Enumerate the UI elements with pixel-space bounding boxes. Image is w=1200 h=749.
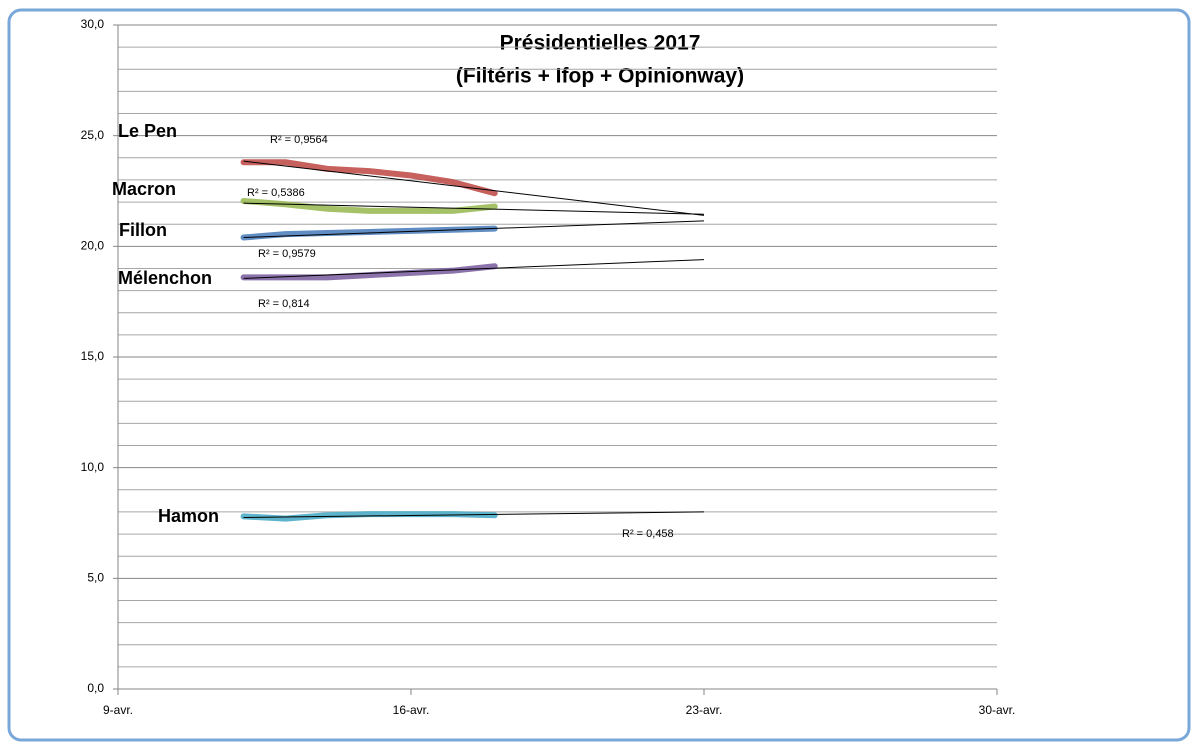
- x-tick-label: 23-avr.: [686, 703, 723, 717]
- y-tick-label: 15,0: [81, 349, 105, 363]
- r-squared-label: R² = 0,814: [258, 298, 310, 310]
- series-line: [240, 263, 498, 281]
- series-name: Fillon: [119, 220, 167, 240]
- series-name: Le Pen: [118, 121, 177, 141]
- r-squared-label: R² = 0,9564: [270, 134, 328, 146]
- trendline: [243, 511, 705, 518]
- chart-subtitle: (Filtéris + Ifop + Opinionway): [456, 65, 744, 88]
- chart-title: Présidentielles 2017: [500, 32, 701, 55]
- x-tick-label: 30-avr.: [979, 703, 1016, 717]
- y-tick-label: 10,0: [81, 460, 105, 474]
- trendline: [243, 220, 705, 238]
- series-name: Hamon: [158, 506, 219, 526]
- r-squared-label: R² = 0,458: [622, 528, 674, 540]
- y-tick-label: 25,0: [81, 128, 105, 142]
- r-squared-label: R² = 0,5386: [247, 187, 305, 199]
- series-line: [240, 511, 498, 522]
- series-name: Mélenchon: [118, 268, 212, 288]
- series-name: Macron: [112, 179, 176, 199]
- trendline: [243, 160, 705, 216]
- chart-frame: [7, 8, 1191, 742]
- r-squared-label: R² = 0,9579: [258, 248, 316, 260]
- y-tick-label: 5,0: [87, 571, 104, 585]
- x-tick-label: 16-avr.: [393, 703, 430, 717]
- trendline: [243, 202, 705, 215]
- x-tick-label: 9-avr.: [103, 703, 133, 717]
- series-line: [240, 159, 498, 197]
- trendline: [243, 259, 705, 279]
- y-tick-label: 0,0: [87, 681, 104, 695]
- y-tick-label: 30,0: [81, 17, 105, 31]
- y-tick-label: 20,0: [81, 239, 105, 253]
